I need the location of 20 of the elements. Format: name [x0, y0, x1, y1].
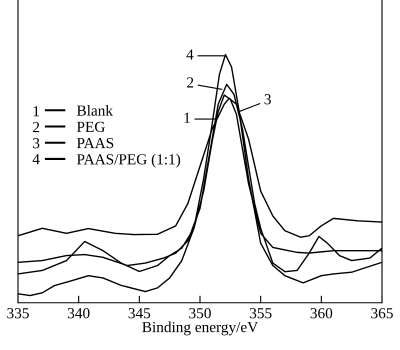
- text: 2: [32, 122, 40, 132]
- x-tick-label: 355: [250, 308, 272, 318]
- x-tick-label: 335: [7, 308, 29, 318]
- annotation: 2: [187, 77, 194, 88]
- x-tick-label: 350: [189, 308, 211, 318]
- legend-label: PEG: [76, 122, 105, 132]
- x-axis-title: Binding energy/eV: [142, 321, 258, 336]
- x-tick-label: 365: [371, 308, 393, 318]
- annotation: 3: [264, 94, 271, 104]
- text: 3: [33, 138, 40, 148]
- legend-label: PAAS/PEG (1:1): [76, 154, 180, 168]
- legend-label: PAAS: [76, 138, 114, 148]
- annotation: 4: [186, 49, 194, 60]
- annotation: 1: [184, 112, 190, 123]
- legend-label: Blank: [76, 104, 113, 116]
- x-tick-label: 340: [68, 308, 90, 318]
- x-tick-label: 345: [128, 308, 150, 318]
- text: 4: [32, 154, 40, 164]
- x-tick-label: 360: [310, 308, 332, 318]
- text: 1: [34, 106, 40, 116]
